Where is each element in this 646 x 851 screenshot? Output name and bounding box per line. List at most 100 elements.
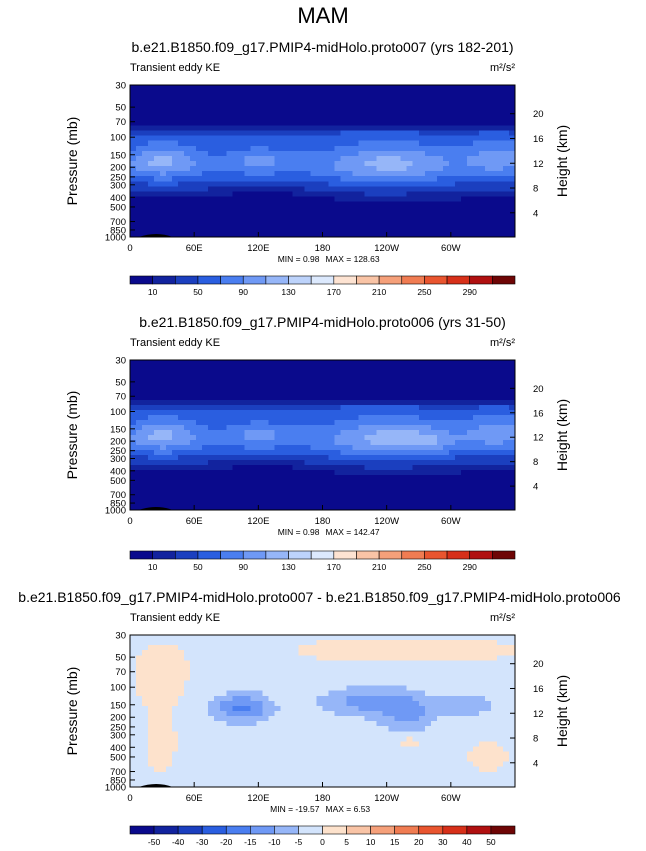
field-cell bbox=[130, 370, 137, 376]
field-cell bbox=[274, 435, 281, 441]
field-cell bbox=[412, 105, 420, 111]
field-cell bbox=[388, 425, 396, 431]
field-cell bbox=[130, 415, 137, 421]
field-cell bbox=[136, 680, 143, 687]
field-cell bbox=[496, 410, 504, 416]
field-cell bbox=[472, 120, 480, 127]
field-cell bbox=[244, 231, 251, 238]
field-cell bbox=[376, 380, 384, 386]
field-cell bbox=[412, 705, 420, 712]
field-cell bbox=[508, 120, 516, 127]
field-cell bbox=[412, 455, 420, 461]
field-cell bbox=[496, 500, 504, 506]
field-cell bbox=[328, 655, 336, 661]
field-cell bbox=[292, 445, 300, 451]
field-cell bbox=[394, 85, 402, 91]
field-cell bbox=[382, 130, 390, 137]
field-cell bbox=[178, 231, 185, 238]
field-cell bbox=[478, 425, 486, 431]
field-cell bbox=[286, 171, 294, 177]
field-cell bbox=[226, 360, 233, 366]
field-cell bbox=[394, 150, 402, 157]
field-cell bbox=[238, 470, 245, 476]
field-cell bbox=[352, 675, 360, 682]
field-cell bbox=[172, 140, 179, 147]
field-cell bbox=[292, 675, 300, 682]
field-cell bbox=[328, 425, 336, 431]
field-cell bbox=[310, 475, 318, 481]
field-cell bbox=[502, 395, 510, 401]
field-cell bbox=[148, 640, 155, 646]
field-cell bbox=[364, 110, 372, 116]
field-cell bbox=[484, 226, 492, 233]
field-cell bbox=[154, 380, 161, 386]
field-cell bbox=[370, 206, 378, 213]
field-cell bbox=[442, 465, 450, 471]
field-cell bbox=[232, 375, 239, 381]
field-cell bbox=[262, 100, 269, 106]
field-cell bbox=[244, 410, 251, 416]
field-cell bbox=[346, 685, 354, 692]
field-cell bbox=[418, 450, 426, 456]
field-cell bbox=[196, 470, 203, 476]
field-cell bbox=[418, 465, 426, 471]
field-cell bbox=[154, 480, 161, 486]
field-cell bbox=[280, 665, 288, 672]
field-cell bbox=[166, 470, 173, 476]
field-cell bbox=[448, 655, 456, 661]
field-cell bbox=[220, 445, 227, 451]
field-cell bbox=[502, 500, 510, 506]
field-cell bbox=[256, 166, 263, 172]
field-cell bbox=[166, 675, 173, 682]
field-cell bbox=[172, 690, 179, 697]
field-cell bbox=[190, 500, 197, 506]
field-cell bbox=[136, 635, 143, 641]
field-cell bbox=[226, 370, 233, 376]
field-cell bbox=[226, 400, 233, 406]
field-cell bbox=[220, 410, 227, 416]
field-cell bbox=[394, 161, 402, 167]
field-cell bbox=[214, 171, 221, 177]
field-cell bbox=[232, 85, 239, 91]
field-cell bbox=[340, 186, 348, 192]
field-cell bbox=[460, 176, 468, 182]
field-cell bbox=[418, 360, 426, 366]
colorbar-label: 130 bbox=[281, 562, 295, 572]
field-cell bbox=[352, 420, 360, 426]
field-cell bbox=[478, 495, 486, 501]
field-cell bbox=[244, 375, 251, 381]
field-cell bbox=[268, 465, 275, 471]
field-cell bbox=[322, 505, 330, 511]
field-cell bbox=[424, 420, 432, 426]
field-cell bbox=[496, 480, 504, 486]
field-cell bbox=[358, 216, 366, 223]
field-cell bbox=[334, 475, 342, 481]
field-cell bbox=[352, 365, 360, 371]
field-cell bbox=[316, 221, 324, 228]
field-cell bbox=[496, 385, 504, 391]
colorbar-label: 170 bbox=[327, 287, 341, 297]
field-cell bbox=[184, 425, 191, 431]
field-cell bbox=[196, 680, 203, 687]
field-cell bbox=[418, 435, 426, 441]
field-cell bbox=[364, 385, 372, 391]
field-cell bbox=[454, 390, 462, 396]
field-cell bbox=[130, 375, 137, 381]
field-cell bbox=[154, 105, 161, 111]
field-cell bbox=[160, 405, 167, 411]
field-cell bbox=[472, 166, 480, 172]
field-cell bbox=[316, 495, 324, 501]
field-cell bbox=[502, 390, 510, 396]
field-cell bbox=[280, 675, 288, 682]
colorbar-swatch bbox=[378, 550, 403, 560]
field-cell bbox=[220, 360, 227, 366]
field-cell bbox=[502, 440, 510, 446]
field-cell bbox=[136, 660, 143, 666]
field-cell bbox=[346, 120, 354, 127]
field-cell bbox=[166, 665, 173, 672]
field-cell bbox=[172, 425, 179, 431]
field-cell bbox=[376, 181, 384, 187]
field-cell bbox=[160, 695, 167, 702]
field-cell bbox=[172, 660, 179, 666]
field-cell bbox=[196, 675, 203, 682]
